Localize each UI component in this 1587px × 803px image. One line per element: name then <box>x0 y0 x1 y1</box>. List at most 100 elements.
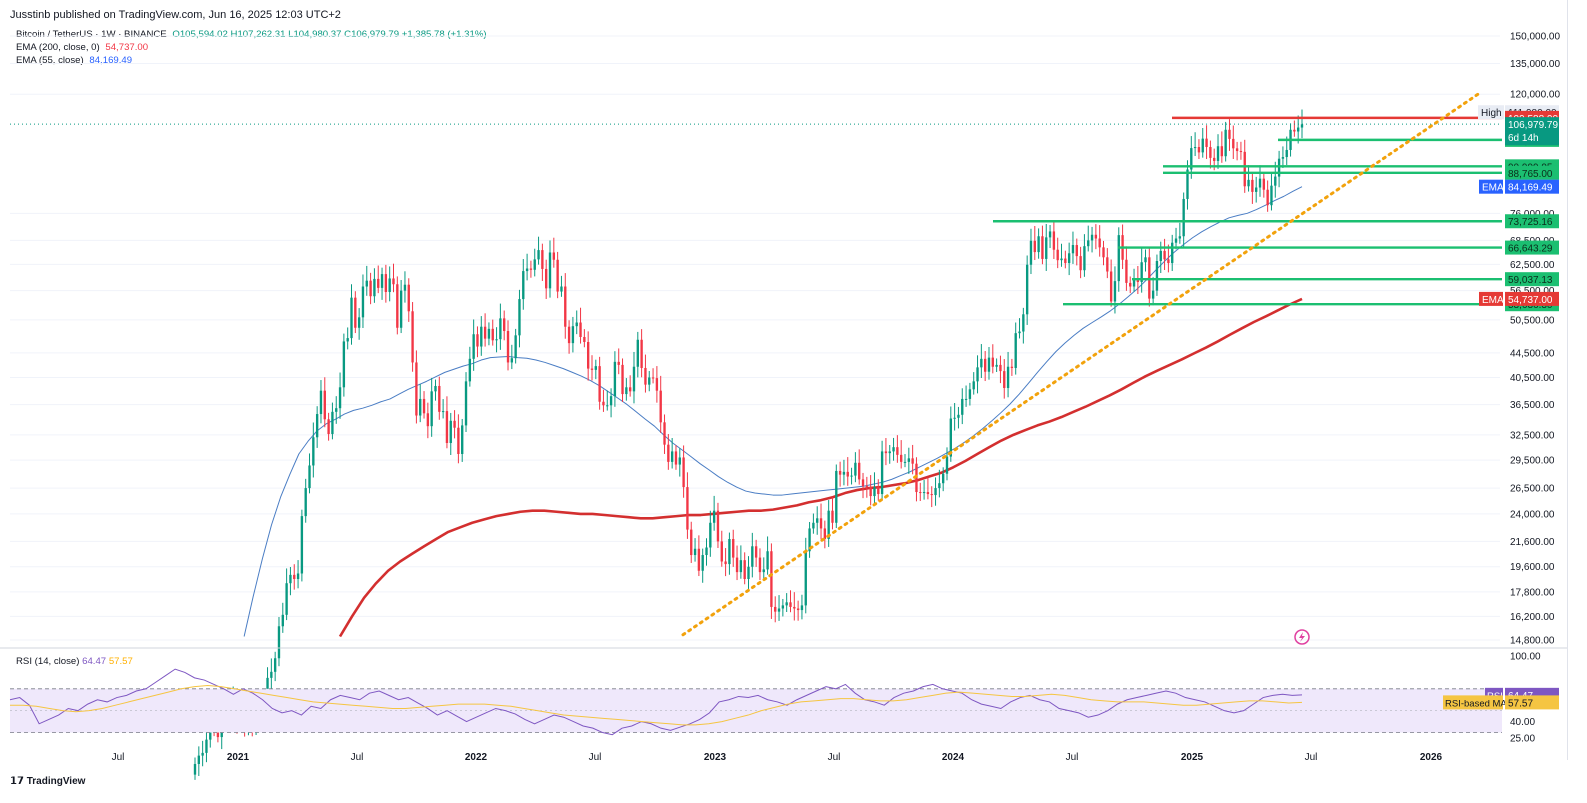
price-tick-label: 24,000.00 <box>1510 509 1555 520</box>
candle-body <box>510 358 514 363</box>
candle-body <box>304 488 307 517</box>
candle-body <box>468 358 472 382</box>
candle-body <box>1102 247 1105 258</box>
candle-body <box>1205 138 1208 148</box>
candle-body <box>636 339 639 367</box>
candle-body <box>831 510 834 523</box>
high-tag-text: High <box>1481 108 1502 119</box>
candle-body <box>911 458 914 464</box>
time-tick-label: 2024 <box>942 752 965 763</box>
candle-body <box>319 390 323 415</box>
last-price-tag: 106,979.79 <box>1508 120 1558 131</box>
legend-ema55-label[interactable]: EMA (55, close) <box>16 55 84 66</box>
candle-body <box>625 387 628 395</box>
candle-body <box>392 278 395 285</box>
candle-body <box>796 608 800 611</box>
candle-body <box>552 252 556 260</box>
candle-body <box>1190 148 1193 170</box>
candle-body <box>373 278 376 297</box>
ema200-series <box>338 297 1303 638</box>
candle-body <box>766 551 769 570</box>
high-tag-text-bg <box>1478 105 1504 120</box>
time-tick-label: 2021 <box>227 752 250 763</box>
time-tick-label: Jul <box>112 752 125 763</box>
candle-body <box>422 398 426 414</box>
candle-body <box>441 411 445 413</box>
legend-ema55-row[interactable]: EMA (55, close) 84,169.49 <box>16 55 135 66</box>
candle-body <box>781 605 785 609</box>
price-tick-label: 44,500.00 <box>1510 348 1555 359</box>
candle-body <box>1163 250 1166 260</box>
candle-body <box>770 551 773 607</box>
candle-body <box>880 451 884 495</box>
price-tick-label: 29,500.00 <box>1510 456 1555 467</box>
candle-body <box>915 463 918 493</box>
candle-body <box>976 367 979 382</box>
candle-body <box>938 483 941 489</box>
legend-ema200-label[interactable]: EMA (200, close, 0) <box>16 42 100 53</box>
candle-body <box>541 250 544 269</box>
candle-body <box>350 297 353 339</box>
candle-body <box>693 548 697 556</box>
candle-body <box>869 487 872 497</box>
candle-body <box>861 479 865 487</box>
candle-body <box>464 381 468 426</box>
horizontal-levels <box>10 116 1502 306</box>
legend-symbol-row[interactable]: Bitcoin / TetherUS · 1W · BINANCE O105,5… <box>16 29 490 40</box>
candle-body <box>735 557 739 573</box>
candle-body <box>476 334 479 347</box>
ema55-tag-text: EMA <box>1482 183 1504 194</box>
time-tick-label: Jul <box>1305 752 1318 763</box>
candle-body <box>384 274 388 293</box>
candle-body <box>999 364 1002 372</box>
candle-body <box>273 658 277 672</box>
candle-body <box>503 318 506 331</box>
candle-body <box>525 268 529 272</box>
candle-body <box>457 427 460 454</box>
rsi-legend[interactable]: RSI (14, close) 64.47 57.57 <box>16 656 133 667</box>
candle-body <box>732 538 735 558</box>
candle-body <box>632 366 636 392</box>
candle-body <box>1281 157 1285 159</box>
candle-body <box>1148 257 1151 299</box>
candle-body <box>1029 240 1033 265</box>
candle-body <box>1258 178 1262 188</box>
candle-body <box>1048 231 1052 238</box>
candle-body <box>529 268 533 270</box>
rsi-line <box>9 668 1303 736</box>
trendline-dotted <box>681 92 1480 637</box>
legend-ema200-value: 54,737.00 <box>105 42 149 53</box>
legend-ema200-row[interactable]: EMA (200, close, 0) 54,737.00 <box>16 42 151 53</box>
candle-body <box>567 326 571 344</box>
ema200-tag-text: EMA <box>1482 295 1504 306</box>
candle-body <box>377 278 380 288</box>
level-tag: 59,037.13 <box>1508 275 1553 286</box>
candle-body <box>793 606 796 609</box>
tradingview-logo[interactable]: 𝟭𝟳 TradingView <box>10 776 85 787</box>
candle-body <box>1037 236 1040 253</box>
candle-body <box>586 341 590 369</box>
candle-body <box>1056 249 1059 261</box>
candle-body <box>1296 127 1300 132</box>
candle-body <box>1182 198 1185 237</box>
candle-body <box>789 602 792 607</box>
candle-body <box>480 326 483 347</box>
candle-body <box>903 461 907 463</box>
candle-body <box>1300 124 1304 128</box>
legend-symbol[interactable]: Bitcoin / TetherUS · 1W · BINANCE <box>16 29 167 40</box>
price-tick-label: 56,500.00 <box>1510 286 1555 297</box>
candle-body <box>1003 371 1006 388</box>
candle-body <box>285 583 288 615</box>
candle-body <box>751 546 754 567</box>
candle-body <box>877 487 880 495</box>
candle-body <box>884 451 888 454</box>
candle-body <box>1045 237 1048 259</box>
candle-body <box>300 516 304 574</box>
candle-body <box>1247 179 1250 187</box>
price-tags: High111,980.00109,588.00100,718.0090,999… <box>1478 105 1559 312</box>
candle-body <box>487 328 491 339</box>
candle-body <box>1201 138 1204 153</box>
rsi-legend-label[interactable]: RSI (14, close) <box>16 656 80 667</box>
candle-body <box>1285 149 1288 158</box>
